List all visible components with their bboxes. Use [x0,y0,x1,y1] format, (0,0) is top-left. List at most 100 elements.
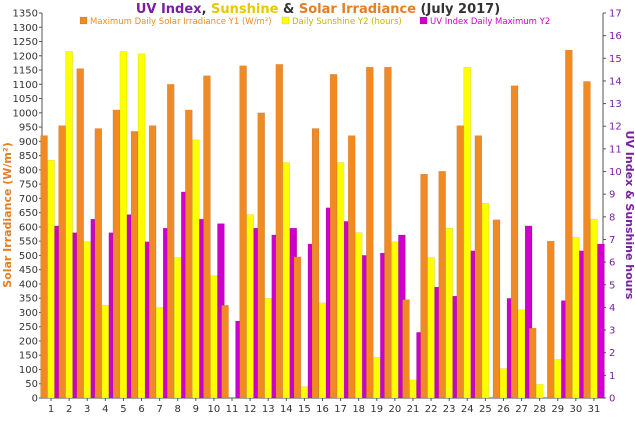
x-tick-label: 24 [461,404,474,415]
x-tick-label: 12 [244,404,257,415]
bar-solar-irradiance [456,125,465,399]
x-tick-label: 9 [193,404,199,415]
bar-solar-irradiance [166,84,175,399]
bar-solar-irradiance [438,171,446,399]
y1-tick-label: 1100 [13,80,38,91]
x-tick-label: 16 [316,404,329,415]
y1-tick-label: 1000 [13,108,38,119]
bar-solar-irradiance [510,85,519,399]
x-tick-label: 2 [66,404,72,415]
y1-tick-label: 50 [25,379,38,390]
y1-tick-label: 950 [19,123,38,134]
x-tick-label: 21 [407,404,420,415]
y1-tick-label: 350 [19,294,38,305]
y1-tick-label: 1200 [13,51,38,62]
y1-tick-label: 800 [19,165,38,176]
bar-sunshine [246,214,254,399]
bar-sunshine [210,275,218,399]
y1-tick-label: 100 [19,365,38,376]
bar-solar-irradiance [76,68,84,399]
bar-sunshine [517,309,526,399]
bar-sunshine [318,302,327,399]
x-tick-label: 6 [138,404,144,415]
bar-solar-irradiance [528,327,537,399]
bar-sunshine [119,51,128,399]
y2-tick-label: 10 [609,167,622,178]
legend-swatch [419,16,428,25]
x-tick-label: 25 [479,404,492,415]
bar-sunshine [463,67,472,399]
bar-sunshine [47,159,55,399]
x-tick-label: 4 [102,404,108,415]
bar-solar-irradiance [474,135,483,399]
y2-tick-label: 5 [609,280,615,291]
y1-axis-label: Solar Irradiance (W/m²) [1,142,14,288]
bar-sunshine [554,359,562,399]
x-tick-label: 15 [298,404,311,415]
bar-solar-irradiance [565,49,573,399]
y1-tick-label: 650 [19,208,38,219]
x-tick-label: 31 [588,404,601,415]
y1-tick-label: 300 [19,308,38,319]
x-tick-label: 22 [425,404,438,415]
bar-uv-index [597,243,605,399]
y1-tick-label: 200 [19,336,38,347]
bar-solar-irradiance [583,81,591,399]
legend-swatch [79,16,88,25]
x-tick-label: 5 [120,404,126,415]
x-tick-label: 14 [280,404,293,415]
title-part-3: & [278,2,298,17]
y2-tick-label: 7 [609,235,615,246]
y1-tick-label: 750 [19,180,38,191]
bar-sunshine [264,298,272,399]
y2-tick-label: 15 [609,54,622,65]
bar-sunshine [173,257,182,399]
bar-solar-irradiance [275,64,284,399]
bar-solar-irradiance [492,219,501,399]
y2-tick-label: 17 [609,9,622,20]
bar-sunshine [83,241,91,399]
y2-tick-label: 13 [609,99,622,110]
bar-sunshine [572,236,580,399]
y2-tick-label: 14 [609,76,622,87]
bar-sunshine [535,384,544,399]
y2-tick-label: 2 [609,348,615,359]
bar-solar-irradiance [347,135,356,399]
y1-tick-label: 550 [19,237,38,248]
bar-sunshine [282,162,291,399]
bar-solar-irradiance [547,240,555,399]
y1-tick-label: 850 [19,151,38,162]
y1-tick-label: 1050 [13,94,38,105]
bar-solar-irradiance [148,125,157,399]
y1-tick-label: 400 [19,279,38,290]
y2-tick-label: 9 [609,190,615,201]
y2-tick-label: 4 [609,303,615,314]
y2-tick-label: 0 [609,394,615,405]
bar-sunshine [300,386,309,399]
x-tick-label: 1 [48,404,54,415]
y1-tick-label: 250 [19,322,38,333]
bar-solar-irradiance [40,135,48,399]
bar-sunshine [409,379,417,399]
y1-tick-label: 600 [19,222,38,233]
x-tick-label: 28 [533,404,546,415]
x-tick-label: 7 [156,404,162,415]
y2-tick-label: 6 [609,258,615,269]
bar-sunshine [373,356,381,399]
x-tick-label: 26 [497,404,510,415]
bar-solar-irradiance [185,109,193,399]
bar-solar-irradiance [329,74,338,399]
x-tick-label: 3 [84,404,90,415]
x-tick-label: 17 [334,404,347,415]
x-tick-label: 10 [208,404,221,415]
bar-sunshine [137,53,146,399]
chart-title: UV Index, Sunshine & Solar Irradiance (J… [136,2,500,17]
y1-tick-label: 1300 [13,23,38,34]
bar-sunshine [354,232,363,399]
x-tick-label: 23 [443,404,456,415]
y2-tick-label: 3 [609,326,615,337]
bar-sunshine [101,304,110,399]
y1-tick-label: 150 [19,351,38,362]
x-tick-label: 29 [551,404,564,415]
